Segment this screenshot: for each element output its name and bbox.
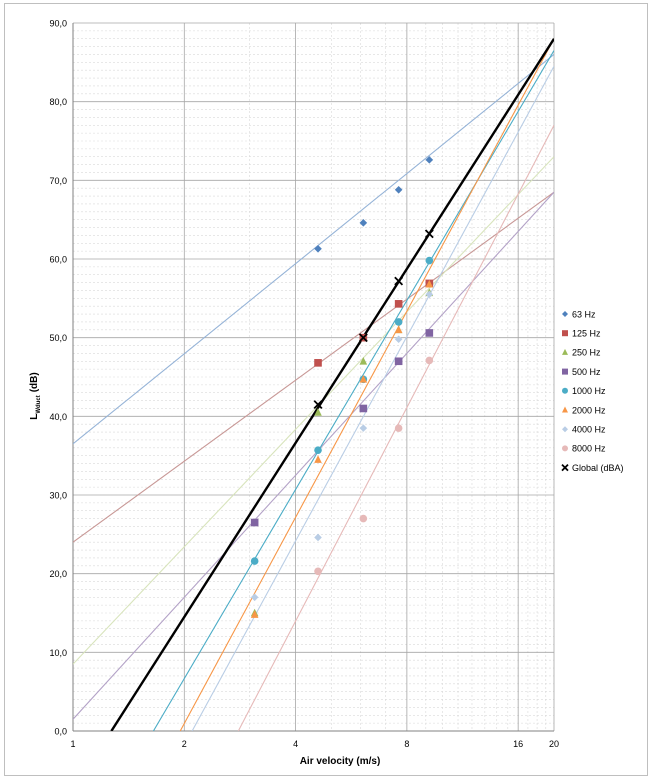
data-point-1-0 (314, 359, 322, 367)
data-point-5-2 (359, 375, 368, 383)
data-point-8-3 (424, 229, 434, 239)
data-point-3-2 (394, 357, 403, 366)
trendline-5 (179, 38, 554, 731)
legend-label-3: 500 Hz (572, 367, 601, 377)
y-tick-label: 10,0 (49, 648, 67, 658)
trendline-8 (110, 38, 554, 731)
legend-marker-3 (562, 368, 568, 375)
y-tick-label: 40,0 (49, 412, 67, 422)
data-point-6-2 (359, 424, 368, 432)
legend-label-8: Global (dBA) (572, 463, 624, 473)
trendline-0 (73, 54, 554, 445)
y-tick-label: 60,0 (49, 255, 67, 265)
tick-labels: 0,0 10,0 20,0 30,0 40,0 50,0 60,0 70,0 80,0 90,0 1… (49, 19, 559, 750)
legend-label-7: 8000 Hz (572, 444, 606, 454)
data-point-6-3 (394, 335, 403, 344)
x-axis-label: Air velocity (m/s) (300, 756, 381, 767)
data-point-5-4 (425, 279, 434, 288)
legend-label-6: 4000 Hz (572, 425, 606, 435)
legend: 63 Hz 125 Hz 250 Hz 500 Hz 1000 Hz 2000 Hz 400… (561, 309, 624, 473)
legend-marker-6 (562, 426, 568, 433)
data-point-7-0 (314, 567, 322, 576)
data-point-2-2 (359, 356, 368, 365)
data-point-0-2 (394, 185, 403, 194)
data-point-3-3 (425, 329, 434, 337)
x-tick-label: 1 (70, 739, 75, 749)
trendlines (73, 38, 554, 731)
data-point-4-1 (314, 446, 322, 454)
y-tick-label: 50,0 (49, 333, 67, 343)
legend-marker-5 (562, 406, 568, 413)
y-tick-label: 90,0 (49, 19, 67, 29)
axis-labels: Air velocity (m/s) LWduct (dB) (29, 372, 380, 767)
x-tick-label: 8 (404, 739, 409, 749)
data-point-4-0 (250, 557, 259, 565)
data-point-5-0 (250, 610, 259, 618)
data-point-7-3 (425, 356, 434, 365)
data-point-4-4 (425, 256, 434, 265)
data-point-2-1 (314, 408, 322, 416)
data-point-8-0 (313, 400, 323, 409)
x-tick-label: 4 (293, 739, 298, 749)
y-axis-label-main: L (29, 414, 40, 420)
y-tick-label: 30,0 (49, 491, 67, 501)
chart-svg: 0,0 10,0 20,0 30,0 40,0 50,0 60,0 70,0 80,0 90,0 1… (29, 19, 624, 768)
legend-marker-2 (562, 348, 568, 355)
data-point-0-0 (314, 244, 322, 253)
major-gridlines (72, 22, 555, 732)
chart-frame: 0,0 10,0 20,0 30,0 40,0 50,0 60,0 70,0 80,0 90,0 1… (4, 3, 648, 776)
y-axis-label-unit: (dB) (29, 372, 40, 392)
data-point-6-4 (425, 290, 434, 299)
minor-gridlines (73, 23, 554, 731)
legend-label-0: 63 Hz (572, 309, 596, 319)
axes (72, 23, 554, 732)
data-point-7-1 (359, 514, 368, 523)
trendline-2 (73, 156, 554, 665)
data-point-8-1 (358, 333, 368, 343)
data-point-7-2 (394, 424, 403, 432)
data-point-0-3 (425, 156, 434, 164)
data-point-5-1 (314, 455, 322, 463)
data-point-4-3 (394, 318, 403, 326)
legend-marker-1 (562, 330, 568, 337)
legend-label-4: 1000 Hz (572, 386, 606, 396)
data-point-1-2 (394, 300, 403, 308)
y-axis-label-sub: Wduct (36, 395, 42, 413)
legend-label-5: 2000 Hz (572, 405, 606, 415)
legend-label-1: 125 Hz (572, 329, 601, 339)
legend-label-2: 250 Hz (572, 348, 601, 358)
data-point-6-0 (250, 593, 259, 602)
legend-marker-7 (562, 445, 568, 452)
data-point-0-1 (359, 219, 368, 227)
data-point-6-1 (314, 533, 322, 542)
y-axis-label: LWduct (dB) (29, 372, 42, 419)
legend-marker-4 (562, 387, 568, 394)
data-point-8-2 (394, 276, 404, 286)
data-points (250, 156, 434, 618)
x-tick-label: 20 (549, 739, 559, 749)
trendline-1 (73, 191, 554, 543)
x-tick-label: 16 (513, 739, 523, 749)
data-point-5-3 (394, 325, 403, 334)
y-tick-label: 0,0 (54, 727, 67, 737)
y-tick-label: 70,0 (49, 176, 67, 186)
data-point-3-1 (359, 404, 368, 413)
trendline-6 (191, 66, 554, 731)
trendline-4 (152, 50, 554, 731)
legend-marker-0 (562, 311, 568, 317)
data-point-3-0 (250, 518, 259, 527)
y-tick-label: 20,0 (49, 569, 67, 579)
legend-marker-8 (561, 463, 569, 472)
x-tick-label: 2 (182, 739, 187, 749)
y-tick-label: 80,0 (49, 97, 67, 107)
